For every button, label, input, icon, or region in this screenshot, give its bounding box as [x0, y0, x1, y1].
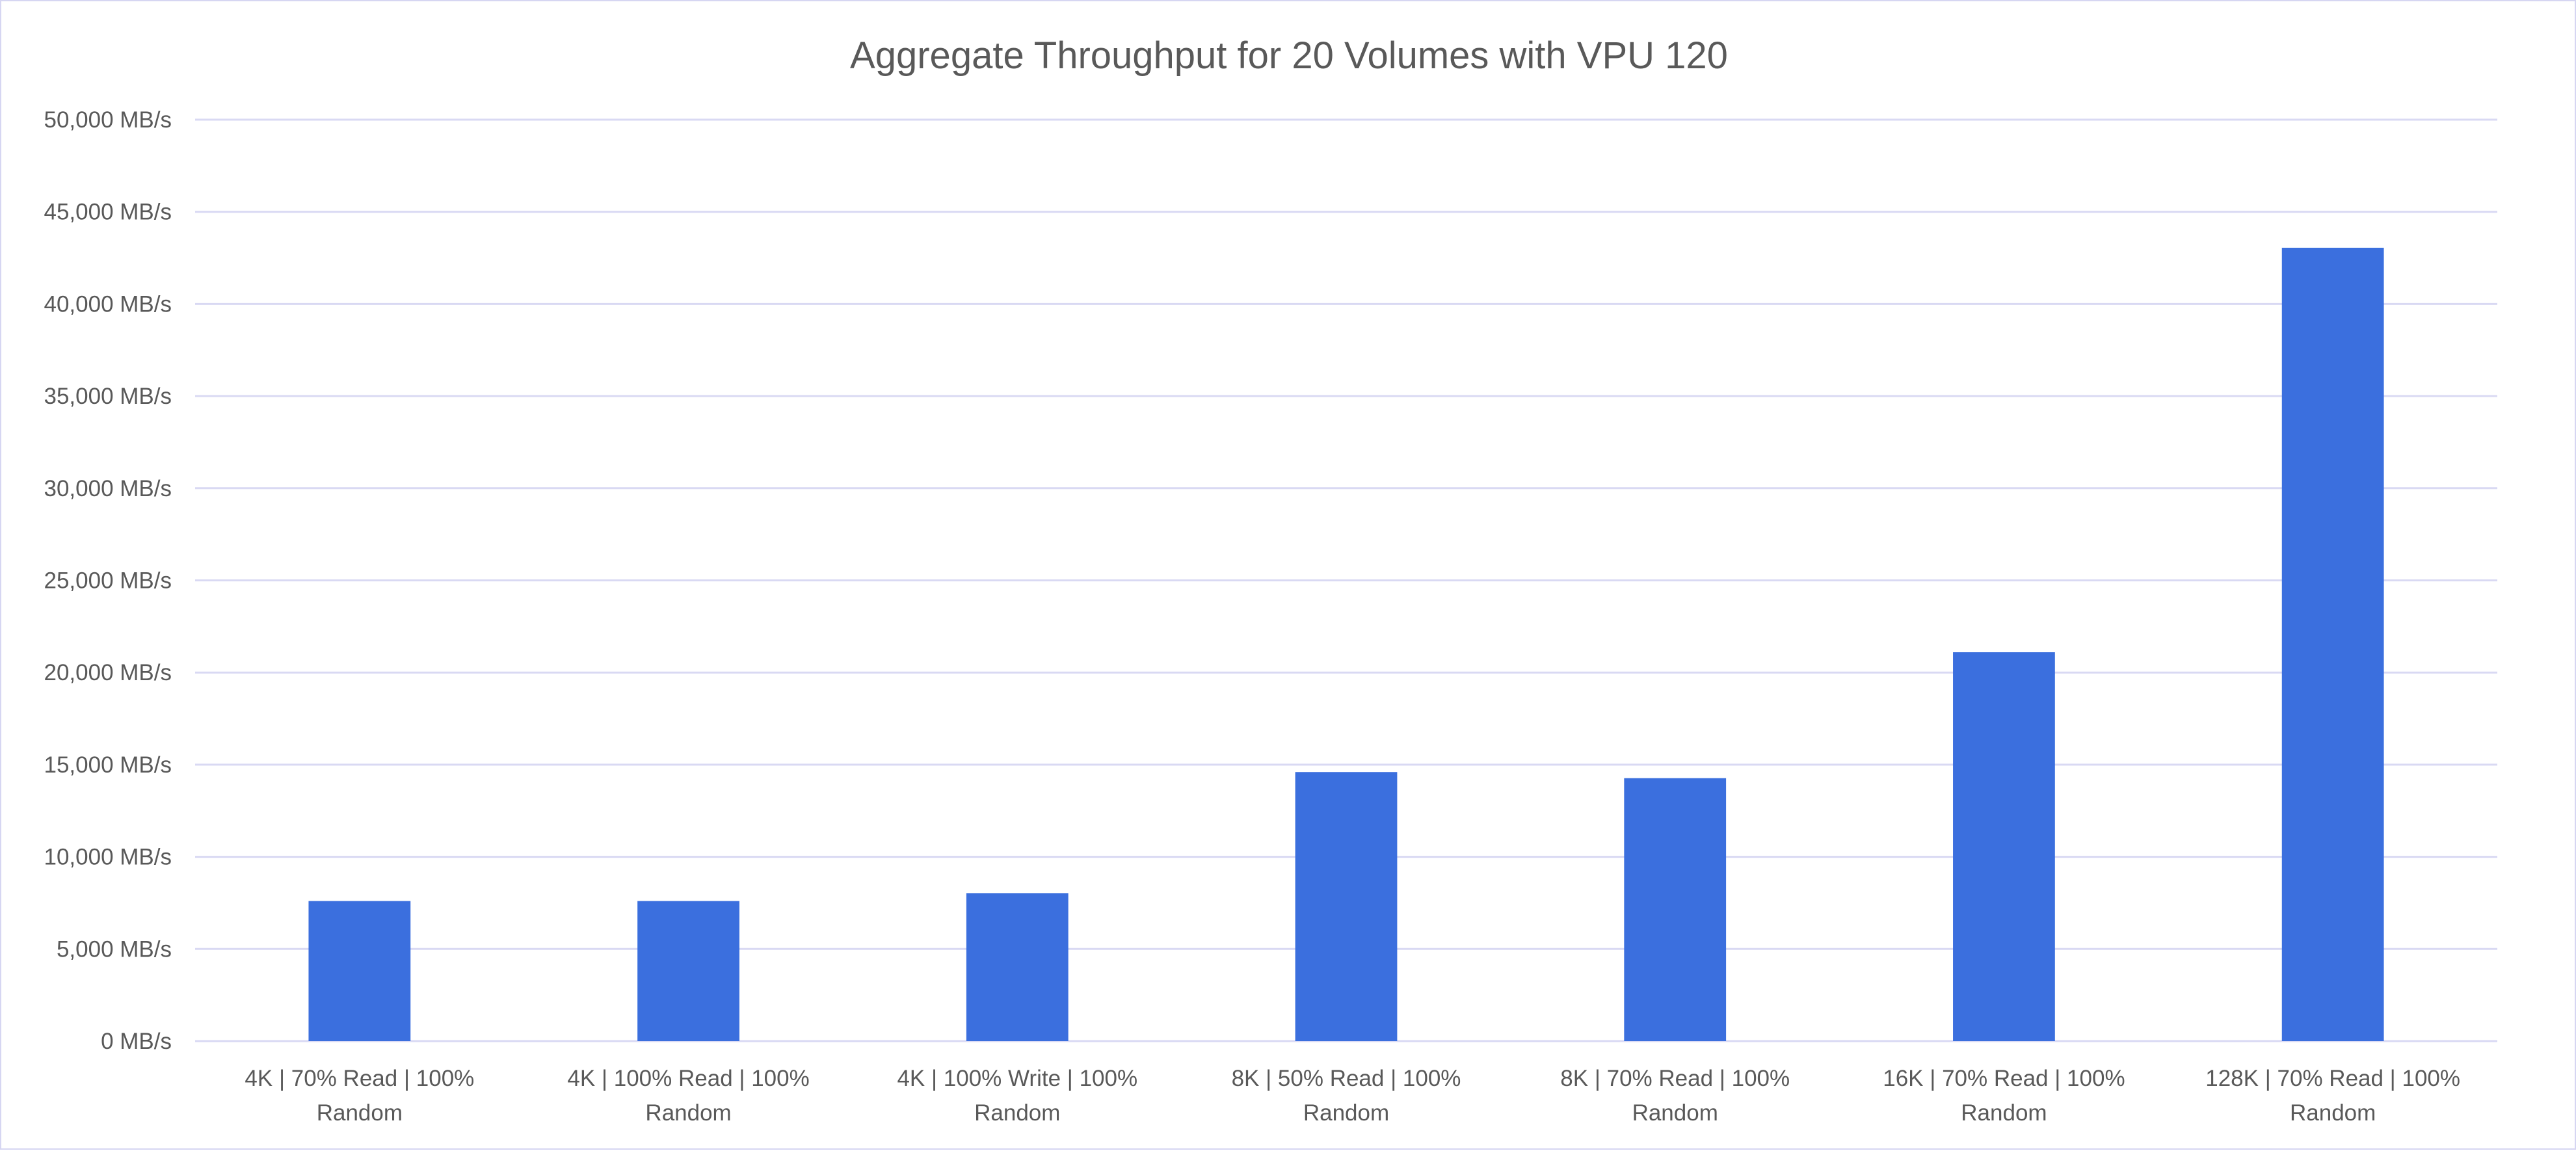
bar — [308, 901, 411, 1041]
bar — [1624, 778, 1727, 1041]
x-category-label: Random — [2290, 1100, 2376, 1126]
y-tick-label: 25,000 MB/s — [44, 568, 172, 594]
x-category-label: 16K | 70% Read | 100% — [1883, 1066, 2125, 1091]
y-tick-label: 35,000 MB/s — [44, 384, 172, 409]
bar — [1953, 652, 2055, 1041]
x-category-label: 4K | 100% Write | 100% — [897, 1066, 1137, 1091]
x-category-label: Random — [974, 1100, 1060, 1126]
bar — [637, 901, 739, 1041]
y-axis-ticks: 0 MB/s 5,000 MB/s 10,000 MB/s 15,000 MB/s 20… — [44, 107, 172, 1054]
bar — [1295, 772, 1398, 1041]
y-tick-label: 10,000 MB/s — [44, 845, 172, 870]
x-category-label: 4K | 70% Read | 100% — [245, 1066, 474, 1091]
y-tick-label: 15,000 MB/s — [44, 752, 172, 778]
x-category-label: Random — [1303, 1100, 1389, 1126]
y-tick-label: 30,000 MB/s — [44, 476, 172, 501]
x-category-label: 4K | 100% Read | 100% — [567, 1066, 809, 1091]
x-category-label: 8K | 50% Read | 100% — [1232, 1066, 1461, 1091]
bars — [308, 247, 2384, 1041]
bar — [2281, 247, 2384, 1041]
gridlines — [195, 118, 2497, 1042]
x-category-label: 8K | 70% Read | 100% — [1560, 1066, 1790, 1091]
x-axis-categories: 4K | 70% Read | 100% Random 4K | 100% Read… — [245, 1066, 2460, 1126]
x-category-label: Random — [317, 1100, 403, 1126]
x-category-label: Random — [1961, 1100, 2047, 1126]
chart-title: Aggregate Throughput for 20 Volumes with… — [850, 34, 1728, 77]
y-tick-label: 5,000 MB/s — [57, 936, 172, 962]
y-tick-label: 40,000 MB/s — [44, 291, 172, 317]
y-tick-label: 20,000 MB/s — [44, 660, 172, 685]
y-tick-label: 45,000 MB/s — [44, 200, 172, 225]
x-category-label: Random — [645, 1100, 731, 1126]
y-tick-label: 0 MB/s — [101, 1029, 172, 1054]
bar — [966, 893, 1069, 1041]
x-category-label: 128K | 70% Read | 100% — [2205, 1066, 2460, 1091]
x-category-label: Random — [1632, 1100, 1718, 1126]
y-tick-label: 50,000 MB/s — [44, 107, 172, 133]
